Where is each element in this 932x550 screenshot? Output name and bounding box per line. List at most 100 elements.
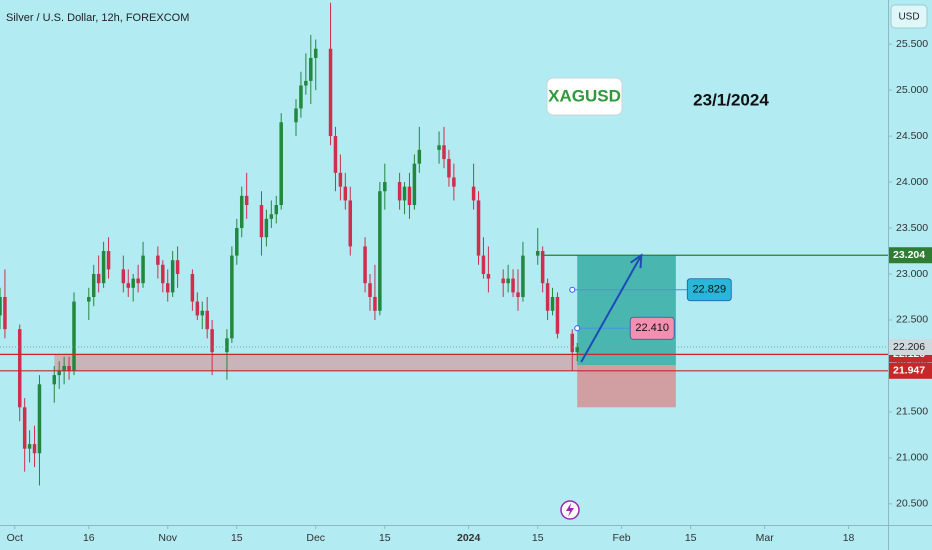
x-tick-label: 15 — [231, 532, 243, 544]
candle-body — [0, 296, 2, 316]
candle-body — [165, 283, 170, 293]
last-price-tag — [889, 338, 932, 355]
candle-body — [575, 346, 579, 353]
marker-label: 22.829 — [692, 284, 726, 296]
candle-body — [378, 191, 382, 311]
y-tick-label: 22.500 — [896, 314, 928, 326]
candle-body — [101, 251, 106, 284]
candle-body — [471, 186, 476, 201]
candle-body — [210, 329, 214, 353]
x-tick-label: Feb — [613, 532, 631, 544]
candle-body — [501, 278, 505, 284]
candle-body — [521, 255, 525, 297]
support-zone — [54, 354, 578, 371]
x-tick-label: Mar — [756, 532, 775, 544]
candle-body — [106, 251, 111, 270]
candle-body — [313, 48, 318, 58]
currency-button[interactable] — [890, 4, 928, 29]
currency-label[interactable]: USD — [898, 12, 919, 23]
x-tick-label: 15 — [532, 532, 544, 544]
marker-dot — [569, 286, 576, 293]
candle-body — [412, 163, 417, 206]
candle-body — [348, 200, 353, 247]
candle-body — [373, 296, 377, 311]
candle-body — [511, 278, 515, 293]
trend-arrow — [580, 254, 643, 363]
candle-body — [136, 278, 140, 284]
candle-body — [506, 278, 510, 284]
candle-body — [481, 255, 486, 274]
candle-body — [402, 186, 407, 201]
candle-body — [87, 296, 91, 302]
candle-body — [96, 273, 101, 284]
candle-body — [200, 310, 205, 316]
y-tick-label: 23.500 — [896, 222, 928, 234]
candle-body — [333, 136, 338, 173]
candle-body — [170, 260, 175, 293]
candle-body — [417, 149, 422, 164]
candle-body — [269, 214, 274, 219]
candle-body — [3, 296, 7, 330]
candle-body — [37, 384, 42, 454]
marker-box — [629, 316, 675, 340]
candle-body — [131, 278, 135, 288]
candle-body — [57, 370, 61, 376]
y-tick-label: 20.500 — [896, 498, 928, 510]
candle-body — [121, 269, 126, 284]
candle-body — [437, 145, 441, 150]
candle-body — [570, 333, 575, 353]
candle-body — [540, 251, 545, 284]
candle-body — [62, 365, 66, 371]
price-tag-label: 21.947 — [893, 365, 925, 377]
candle-body — [244, 195, 249, 206]
marker-dot — [574, 325, 581, 332]
price-tag — [889, 362, 932, 379]
candle-body — [32, 444, 37, 454]
candle-body — [535, 251, 540, 256]
candle-body — [407, 186, 412, 206]
event-icon[interactable] — [560, 500, 580, 520]
candle-body — [486, 273, 491, 279]
x-tick-label: Nov — [158, 532, 177, 544]
candle-body — [397, 182, 402, 201]
symbol-box — [546, 77, 623, 116]
candle-body — [156, 255, 160, 265]
candle-body — [343, 186, 348, 201]
candle-body — [27, 444, 32, 449]
candle-body — [190, 273, 195, 302]
x-tick-label: Dec — [306, 532, 325, 544]
candle-body — [264, 218, 269, 238]
price-tag — [889, 247, 932, 264]
candle-body — [225, 338, 229, 353]
candle-body — [299, 85, 303, 109]
target-zone — [577, 255, 676, 366]
candle-body — [516, 292, 520, 297]
candle-body — [235, 228, 239, 256]
candle-body — [205, 310, 209, 330]
candle-body — [239, 195, 244, 229]
trend-arrow-head — [630, 253, 643, 269]
candle-body — [259, 205, 264, 238]
candle-body — [545, 283, 550, 311]
candle-body — [22, 407, 27, 449]
y-tick-label: 23.000 — [896, 268, 928, 280]
y-tick-label: 25.500 — [896, 38, 928, 50]
candle-body — [91, 273, 96, 297]
last-price-label: 22.206 — [893, 341, 925, 353]
candle-body — [338, 172, 343, 187]
candle-body — [442, 145, 446, 160]
candle-body — [447, 159, 451, 178]
y-tick-label: 24.500 — [896, 130, 928, 142]
x-tick-label: 16 — [83, 532, 95, 544]
price-tag-label: 23.204 — [893, 249, 925, 261]
candle-body — [279, 122, 283, 206]
candle-body — [72, 301, 76, 371]
candle-body — [274, 205, 279, 215]
event-bolt[interactable] — [566, 503, 574, 517]
candle-body — [304, 80, 308, 86]
x-tick-label: 18 — [843, 532, 855, 544]
symbol-annotation: XAGUSD — [548, 86, 621, 105]
